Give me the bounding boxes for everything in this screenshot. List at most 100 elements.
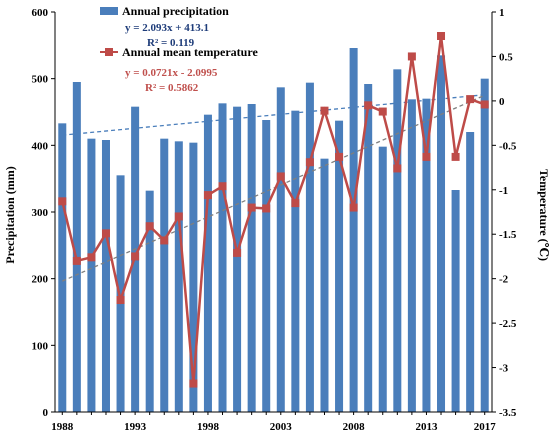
- precip-bar-2002: [262, 120, 271, 412]
- temp-point-2008: [349, 203, 358, 212]
- precip-bar-2006: [320, 158, 329, 412]
- y-right-tick-label: -0.5: [499, 140, 517, 152]
- y-right-tick-label: -1.5: [499, 229, 517, 241]
- precip-bar-2000: [233, 106, 242, 413]
- temp-point-2006: [320, 106, 329, 115]
- temp-point-1996: [174, 212, 183, 221]
- temp-point-1992: [116, 296, 125, 304]
- x-tick-label: 2003: [270, 421, 293, 433]
- y-left-tick-label: 400: [32, 140, 49, 152]
- y-left-tick-label: 200: [32, 274, 49, 286]
- precip-bar-1990: [87, 138, 96, 412]
- legend-temp-marker: [105, 48, 113, 56]
- tick-labels: 0 100 200 300 400 500 600 -3.5 -3 -2.5 -2 -1.5 -1 -0.…: [32, 7, 517, 433]
- temp-point-1993: [131, 252, 140, 261]
- temp-series-line: [61, 35, 486, 384]
- temp-point-1998: [203, 191, 212, 200]
- temp-point-1995: [160, 236, 169, 245]
- precip-bar-1989: [72, 82, 81, 412]
- temperature-line: [58, 32, 489, 388]
- precip-bar-2013: [422, 98, 431, 413]
- temp-equation: y = 0.0721x - 2.0995: [125, 67, 218, 79]
- precip-bar-2009: [364, 84, 373, 412]
- y-axis-left-title: Precipitation (mm): [3, 166, 17, 263]
- temp-point-2007: [335, 152, 344, 161]
- legend: Annual precipitation y = 2.093x + 413.1 …: [100, 4, 258, 94]
- precipitation-bars: [58, 48, 489, 413]
- y-right-tick-label: -3.5: [499, 407, 517, 419]
- temp-point-2001: [247, 203, 256, 212]
- temp-point-2011: [393, 164, 402, 173]
- temp-point-1988: [58, 197, 67, 206]
- y-left-tick-label: 300: [32, 207, 49, 219]
- temp-point-2014: [437, 32, 446, 40]
- legend-temp-label: Annual mean temperature: [122, 45, 258, 59]
- precip-bar-1992: [116, 175, 125, 412]
- y-right-tick-label: 1: [499, 7, 505, 19]
- precip-bar-1997: [189, 142, 198, 412]
- precip-bar-1988: [58, 123, 67, 412]
- precip-bar-2011: [393, 69, 402, 412]
- precip-bar-2010: [378, 146, 387, 412]
- y-right-tick-label: 0: [499, 96, 505, 108]
- precip-bar-1995: [160, 138, 169, 412]
- precip-bar-1998: [203, 114, 212, 413]
- temp-r2: R² = 0.5862: [145, 82, 199, 94]
- precip-bar-2005: [305, 82, 314, 413]
- x-tick-label: 2008: [343, 421, 366, 433]
- precip-bar-1994: [145, 190, 154, 412]
- y-left-tick-label: 600: [32, 7, 49, 19]
- temp-point-2017: [480, 100, 489, 109]
- temp-point-2016: [466, 95, 475, 104]
- temp-point-2004: [291, 199, 300, 208]
- x-tick-label: 1988: [51, 421, 74, 433]
- y-right-tick-label: -2: [499, 274, 509, 286]
- y-right-tick-label: -2.5: [499, 318, 517, 330]
- precip-r2: R² = 0.119: [147, 37, 195, 49]
- y-right-tick-label: 0.5: [499, 51, 513, 63]
- precip-bar-2003: [276, 87, 285, 412]
- x-tick-label: 2017: [474, 421, 497, 433]
- precip-bar-2004: [291, 110, 300, 413]
- y-left-tick-label: 100: [32, 340, 49, 352]
- legend-precip-label: Annual precipitation: [122, 4, 229, 18]
- temp-point-1991: [101, 229, 110, 238]
- precip-bar-1999: [218, 103, 227, 412]
- trend-lines: [62, 94, 485, 282]
- temp-point-1989: [72, 256, 81, 265]
- temp-point-1999: [218, 182, 227, 191]
- precip-bar-2001: [247, 104, 256, 412]
- x-tick-label: 1998: [197, 421, 220, 433]
- precip-trend-line: [62, 94, 485, 136]
- temp-point-2013: [422, 152, 431, 161]
- temp-point-1994: [145, 222, 154, 231]
- precip-equation: y = 2.093x + 413.1: [125, 22, 209, 34]
- precip-bar-2012: [407, 99, 416, 412]
- precip-bar-1991: [101, 140, 110, 412]
- precip-bar-1996: [174, 141, 183, 413]
- precip-bar-2008: [349, 48, 358, 412]
- y-left-tick-label: 0: [43, 407, 49, 419]
- temp-point-1990: [87, 253, 96, 262]
- temp-point-1997: [189, 379, 198, 388]
- precip-bar-2015: [451, 190, 460, 412]
- temp-point-2002: [262, 204, 271, 213]
- x-tick-label: 2013: [415, 421, 438, 433]
- temp-point-2009: [364, 101, 373, 110]
- temp-point-2005: [305, 158, 314, 167]
- temp-point-2012: [407, 52, 416, 61]
- y-right-tick-label: -1: [499, 185, 508, 197]
- y-right-tick-label: -3: [499, 363, 509, 375]
- y-left-tick-label: 500: [32, 74, 49, 86]
- precip-bar-2007: [335, 120, 344, 413]
- precip-bar-2014: [437, 55, 446, 412]
- legend-precip-swatch: [100, 7, 118, 15]
- y-axis-right-title: Temperature (℃): [537, 169, 550, 261]
- temp-point-2000: [233, 248, 242, 257]
- precip-bar-2016: [466, 132, 475, 412]
- temp-point-2015: [451, 152, 460, 161]
- precip-bar-2017: [480, 78, 489, 413]
- temp-point-2010: [378, 107, 387, 116]
- x-tick-label: 1993: [124, 421, 147, 433]
